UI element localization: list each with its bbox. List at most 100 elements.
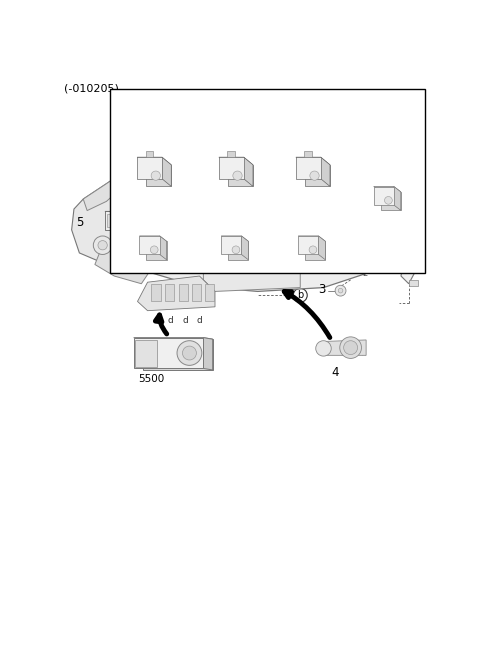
Text: 1: 1 — [167, 244, 174, 254]
Circle shape — [335, 286, 346, 296]
Bar — [304, 151, 312, 157]
Polygon shape — [381, 192, 401, 210]
Circle shape — [93, 236, 112, 254]
Bar — [228, 151, 235, 157]
Text: 6840: 6840 — [301, 194, 327, 204]
Circle shape — [232, 246, 240, 254]
Polygon shape — [105, 211, 127, 213]
Polygon shape — [142, 118, 393, 163]
Text: 1: 1 — [325, 244, 332, 254]
Polygon shape — [204, 337, 213, 370]
Text: 3: 3 — [318, 284, 326, 296]
Polygon shape — [296, 157, 330, 165]
Circle shape — [384, 197, 392, 205]
Text: 7: 7 — [309, 127, 316, 137]
Bar — [135, 340, 157, 367]
Text: 6: 6 — [232, 127, 239, 137]
Polygon shape — [219, 157, 253, 165]
Polygon shape — [321, 157, 330, 187]
Polygon shape — [241, 236, 248, 260]
Circle shape — [98, 240, 107, 250]
Text: c: c — [155, 316, 159, 325]
Polygon shape — [204, 195, 300, 291]
Bar — [347, 168, 393, 195]
Circle shape — [338, 288, 343, 293]
Polygon shape — [120, 211, 127, 231]
Circle shape — [393, 254, 406, 267]
Polygon shape — [244, 157, 253, 187]
Bar — [227, 245, 238, 253]
Polygon shape — [140, 236, 167, 241]
Polygon shape — [162, 157, 171, 187]
Polygon shape — [133, 337, 213, 339]
Polygon shape — [146, 165, 171, 187]
Polygon shape — [137, 157, 162, 179]
Text: a: a — [139, 99, 145, 109]
Bar — [192, 284, 201, 301]
Circle shape — [310, 171, 319, 180]
Bar — [113, 208, 117, 212]
Bar — [179, 284, 188, 301]
Bar — [359, 193, 366, 199]
Polygon shape — [394, 187, 401, 210]
Polygon shape — [160, 236, 167, 260]
Polygon shape — [298, 236, 325, 241]
Polygon shape — [146, 241, 167, 260]
Text: 2: 2 — [362, 269, 368, 278]
Text: 4: 4 — [331, 366, 339, 379]
Text: a: a — [336, 261, 342, 271]
Text: d: d — [197, 316, 203, 325]
Polygon shape — [228, 241, 248, 260]
Text: 2: 2 — [150, 127, 157, 137]
Text: d: d — [168, 316, 174, 325]
Text: 5500: 5500 — [138, 374, 165, 384]
Bar — [242, 244, 253, 252]
Polygon shape — [137, 157, 171, 165]
Bar — [107, 214, 117, 226]
Bar — [110, 89, 424, 273]
Circle shape — [309, 246, 317, 254]
Bar — [205, 284, 214, 301]
Bar — [165, 284, 174, 301]
Text: 1: 1 — [391, 97, 399, 110]
Text: b: b — [297, 290, 303, 300]
Bar — [288, 243, 300, 250]
Text: c: c — [298, 99, 303, 109]
Polygon shape — [114, 171, 405, 291]
Circle shape — [344, 341, 358, 355]
Circle shape — [340, 337, 361, 359]
Polygon shape — [105, 211, 120, 230]
Circle shape — [330, 197, 336, 203]
Circle shape — [396, 258, 403, 264]
Polygon shape — [111, 213, 127, 231]
Circle shape — [151, 171, 160, 180]
Text: d: d — [361, 99, 368, 109]
Polygon shape — [324, 340, 366, 355]
Polygon shape — [298, 236, 318, 254]
Bar — [409, 280, 418, 286]
Circle shape — [177, 341, 202, 365]
Polygon shape — [221, 236, 241, 254]
Polygon shape — [209, 234, 296, 267]
Circle shape — [233, 171, 242, 180]
Bar — [146, 151, 154, 157]
Polygon shape — [219, 157, 244, 179]
Polygon shape — [118, 118, 409, 209]
Polygon shape — [143, 339, 213, 370]
Polygon shape — [373, 187, 394, 205]
Polygon shape — [209, 197, 292, 238]
Polygon shape — [95, 245, 149, 284]
Circle shape — [110, 224, 115, 228]
Polygon shape — [221, 236, 248, 241]
Polygon shape — [140, 236, 160, 254]
Text: 1: 1 — [248, 244, 255, 254]
Bar — [273, 243, 284, 250]
Text: b: b — [220, 99, 227, 109]
Polygon shape — [318, 236, 325, 260]
Polygon shape — [305, 241, 325, 260]
Circle shape — [182, 346, 196, 360]
Circle shape — [316, 341, 331, 356]
Polygon shape — [305, 165, 330, 187]
Circle shape — [359, 127, 381, 148]
Polygon shape — [296, 157, 321, 179]
